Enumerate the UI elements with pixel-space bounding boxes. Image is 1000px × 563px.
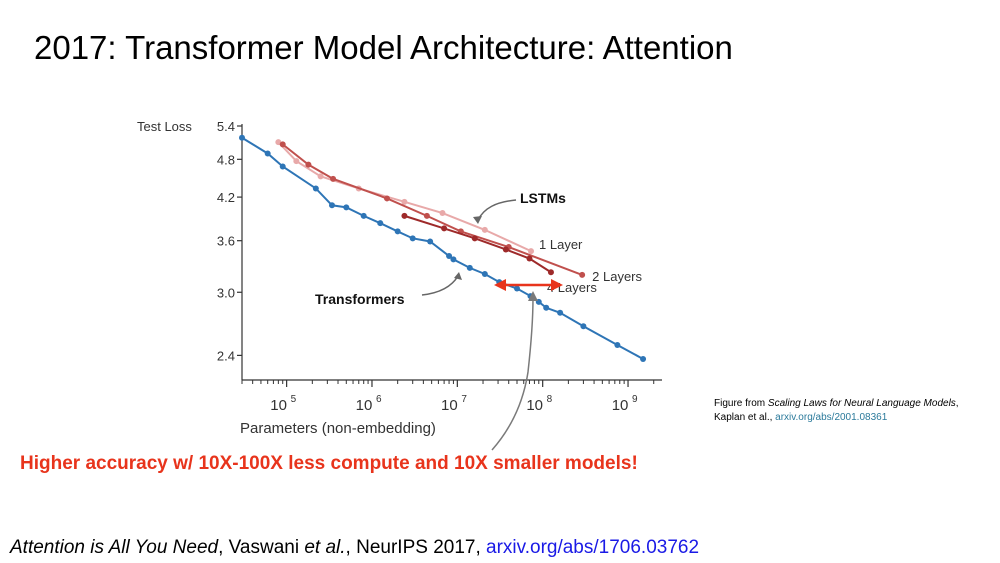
series-line-4-layers [404,214,552,274]
data-point [384,195,391,202]
reference-et-al: et al. [304,537,346,558]
x-tick-label: 10 [356,397,373,414]
lstms-pointer-arrow [477,199,517,221]
data-point [305,161,312,168]
x-tick-exponent: 8 [547,394,553,405]
reference-authors: , Vaswani [218,537,305,558]
data-point [401,212,408,219]
citation-line-2: Kaplan et al., arxiv.org/abs/2001.08361 [714,411,959,425]
data-point [614,341,621,348]
data-point [471,235,478,242]
headline-pointer-arrow [491,297,534,451]
data-point [330,175,337,182]
data-point [343,204,350,211]
data-point [439,210,446,217]
slide-title: 2017: Transformer Model Architecture: At… [34,29,733,66]
data-point [446,253,453,260]
data-point [264,150,271,157]
data-point [279,163,286,170]
lstms-label: LSTMs [520,190,566,206]
comparison-arrowhead-left [494,279,506,291]
data-point [423,212,430,219]
x-axis-label: Parameters (non-embedding) [240,420,436,437]
data-point [580,323,587,330]
citation-comma: , [955,398,959,409]
data-point [377,220,384,227]
series-line-1-layer [277,141,532,253]
data-point [502,246,509,253]
y-axis-label: Test Loss [137,119,192,134]
transformers-label: Transformers [315,291,405,307]
data-point [450,256,457,263]
citation-authors: Kaplan et al., [714,412,776,423]
data-point [528,248,535,255]
data-point [360,212,367,219]
data-point [579,271,586,278]
citation-prefix: Figure from [714,398,768,409]
lstms-arrowhead [473,216,482,224]
x-tick-label: 10 [612,397,629,414]
reference-link[interactable]: arxiv.org/abs/1706.03762 [486,537,700,558]
data-point [441,225,448,232]
headline-pointer-arrowhead [528,291,538,301]
x-tick-exponent: 6 [376,394,382,405]
data-point [409,235,416,242]
citation-paper-title: Scaling Laws for Neural Language Models [767,398,956,409]
series-line-2-layers [282,143,583,276]
data-point [239,134,245,141]
data-point [557,309,564,316]
x-tick-exponent: 7 [461,394,467,405]
y-tick-label: 2.4 [217,348,235,363]
citation-link[interactable]: arxiv.org/abs/2001.08361 [775,412,888,423]
citation-line-1: Figure from Scaling Laws for Neural Lang… [714,397,959,411]
series-label-2-layers: 2 Layers [592,269,642,284]
data-point [547,269,554,276]
y-tick-label: 3.0 [217,285,235,300]
data-point [513,285,520,292]
data-point [466,264,473,271]
headline-claim: Higher accuracy w/ 10X-100X less compute… [20,453,638,474]
y-tick-label: 4.2 [217,190,235,205]
data-point [543,304,550,311]
x-tick-label: 10 [441,397,458,414]
x-tick-exponent: 5 [291,394,297,405]
data-point [427,238,434,245]
series-label-1-layer: 1 Layer [539,237,583,252]
reference-title: Attention is All You Need [10,537,219,558]
figure-citation: Figure from Scaling Laws for Neural Lang… [714,397,959,425]
data-point [481,226,488,233]
comparison-arrowhead-right [551,279,563,291]
x-tick-label: 10 [270,397,287,414]
y-tick-label: 5.4 [217,119,235,134]
x-tick-exponent: 9 [632,394,638,405]
data-point [394,228,401,235]
data-point [640,355,647,362]
x-tick-label: 10 [526,397,543,414]
data-point [317,173,324,180]
data-point [481,271,488,278]
y-tick-label: 3.6 [217,234,235,249]
transformers-arrowhead [454,272,462,280]
data-point [312,185,319,192]
data-point [526,255,533,262]
reference-venue: , NeurIPS 2017, [345,537,487,558]
transformers-pointer-arrow [421,275,459,296]
y-tick-label: 4.8 [217,152,235,167]
data-point [401,198,408,205]
data-point [328,202,335,209]
paper-reference: Attention is All You Need, Vaswani et al… [10,537,699,559]
data-point [293,158,300,165]
data-point [279,141,286,148]
